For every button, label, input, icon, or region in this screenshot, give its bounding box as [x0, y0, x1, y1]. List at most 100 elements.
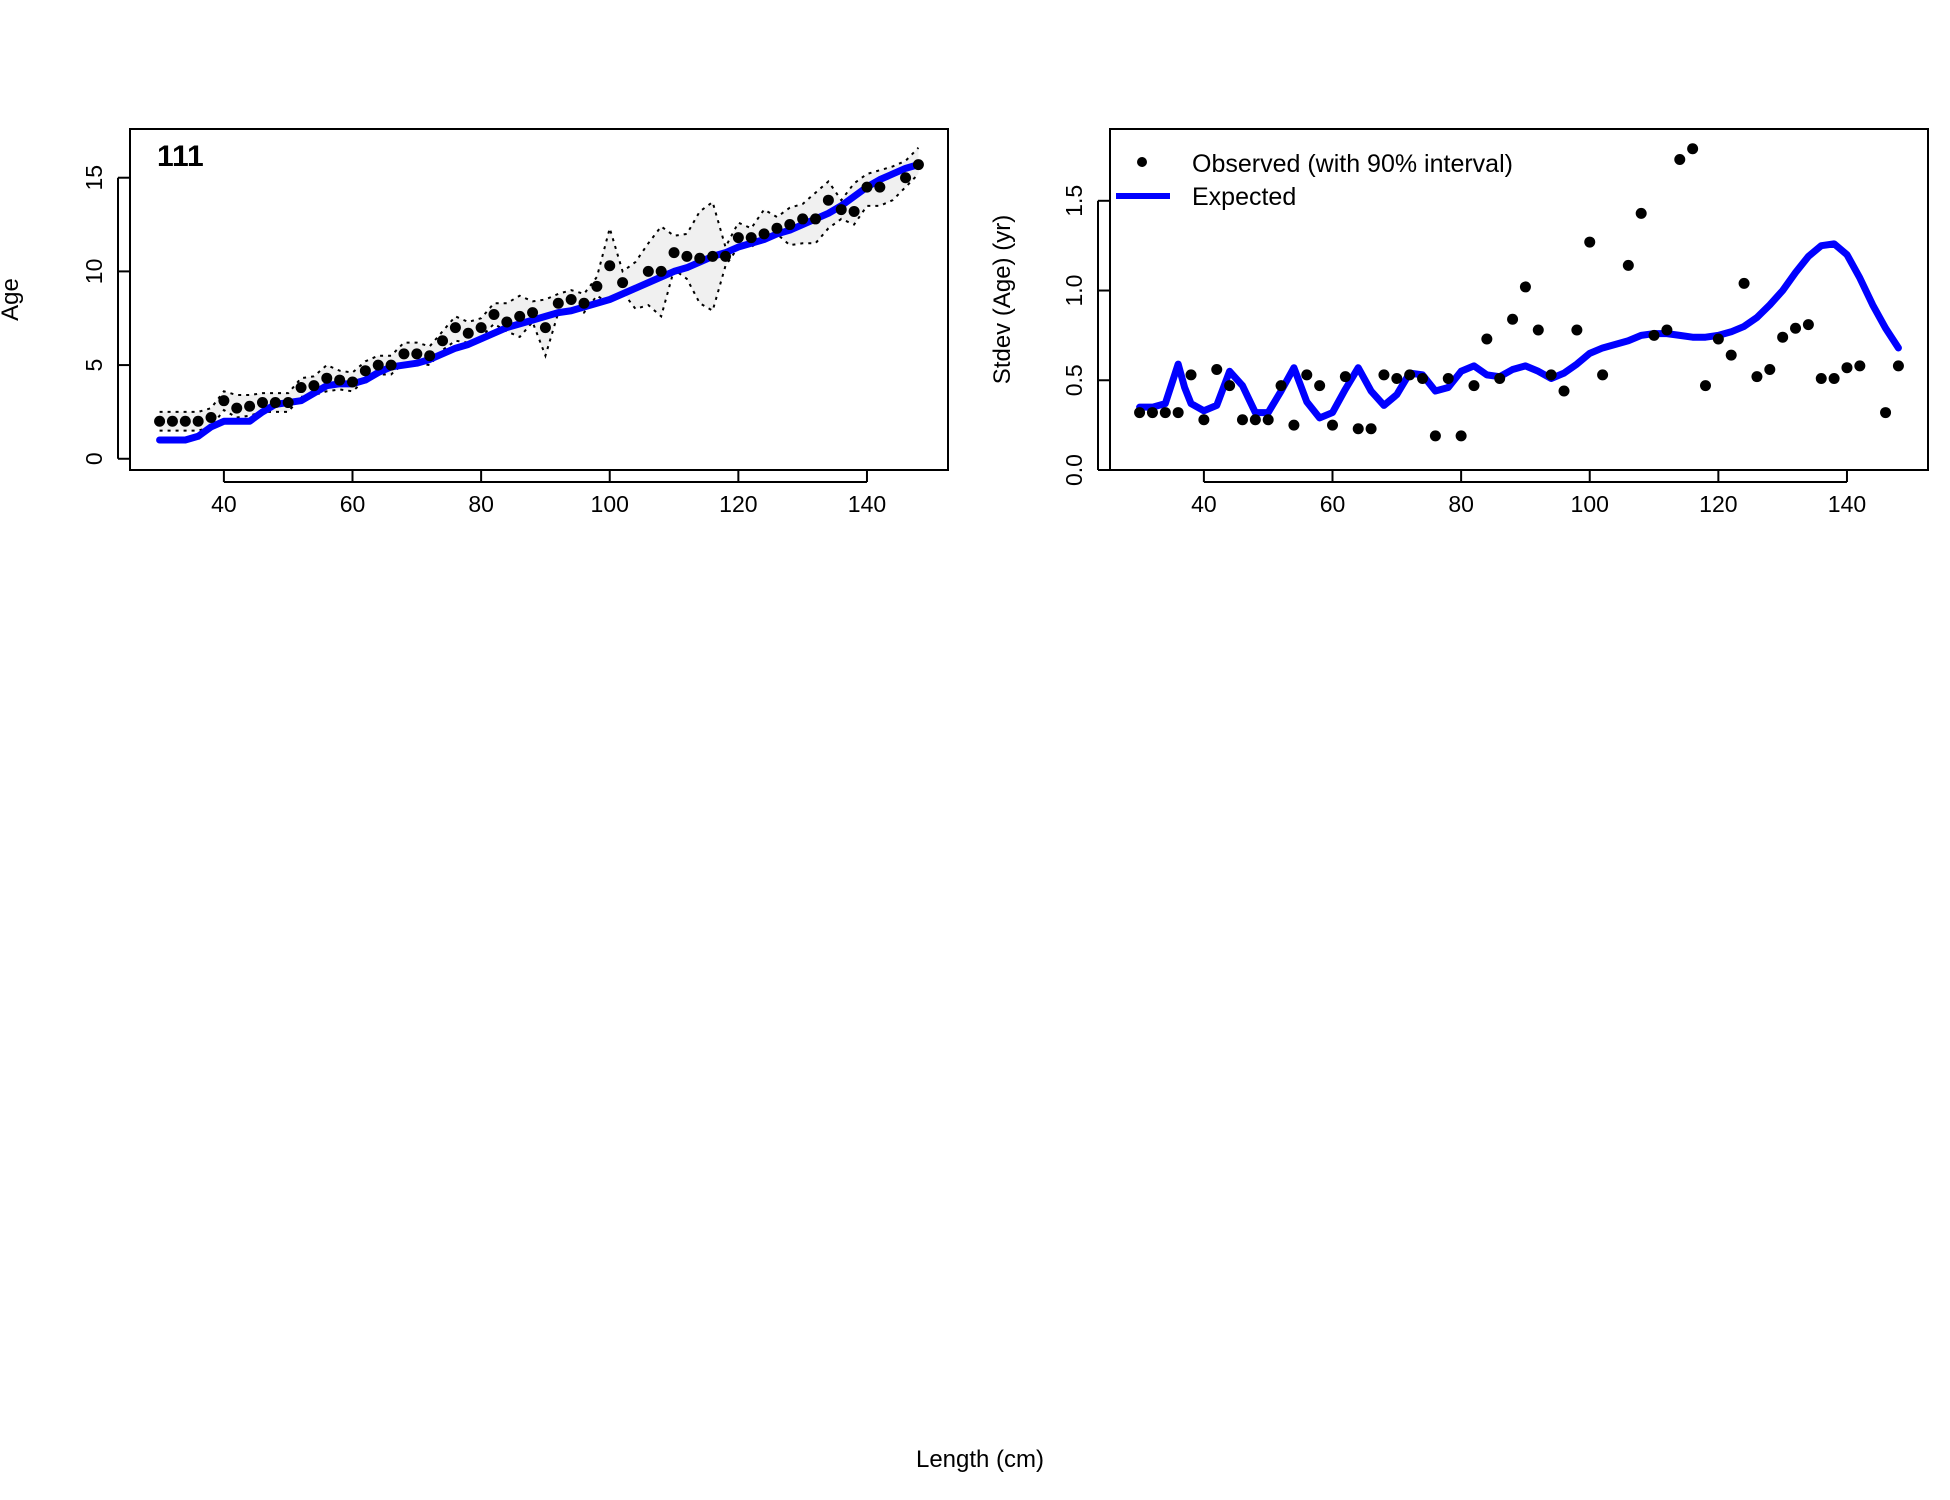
- observed-point: [1687, 143, 1699, 155]
- observed-point: [462, 327, 474, 339]
- observed-point: [1532, 324, 1544, 336]
- age-plot-frame: [129, 128, 949, 471]
- interval-band-fill: [159, 147, 919, 431]
- observed-point: [771, 222, 783, 234]
- observed-point: [1738, 277, 1750, 289]
- observed-point: [1198, 414, 1210, 426]
- observed-point: [1455, 430, 1467, 442]
- x-tick-label: 40: [1191, 491, 1217, 517]
- observed-point: [347, 376, 359, 388]
- y-tick-label: 10: [81, 259, 107, 285]
- observed-point: [1134, 407, 1146, 419]
- observed-point: [321, 372, 333, 384]
- observed-point: [1327, 419, 1339, 431]
- observed-point: [334, 374, 346, 386]
- observed-point: [745, 232, 757, 244]
- observed-point: [449, 322, 461, 334]
- x-tick-label: 120: [1699, 491, 1737, 517]
- observed-point: [912, 159, 924, 171]
- interval-upper-line: [159, 147, 920, 413]
- observed-point: [1854, 360, 1866, 372]
- observed-point: [1764, 363, 1776, 375]
- observed-point: [256, 397, 268, 409]
- observed-point: [1699, 380, 1711, 392]
- observed-point: [1391, 372, 1403, 384]
- observed-point: [874, 181, 886, 193]
- observed-point: [1172, 407, 1184, 419]
- observed-point: [1661, 324, 1673, 336]
- interval-lower-line: [159, 173, 920, 432]
- observed-point: [501, 316, 513, 328]
- x-tick-label: 60: [1320, 491, 1346, 517]
- observed-point: [1635, 207, 1647, 219]
- observed-point: [1725, 349, 1737, 361]
- observed-point: [1674, 154, 1686, 166]
- legend-observed-marker: [1137, 157, 1147, 167]
- observed-point: [591, 280, 603, 292]
- y-tick-label: 5: [81, 359, 107, 372]
- observed-point: [514, 310, 526, 322]
- observed-point: [642, 265, 654, 277]
- observed-point: [1378, 369, 1390, 381]
- observed-point: [385, 359, 397, 371]
- observed-point: [269, 397, 281, 409]
- legend-expected-label: Expected: [1192, 183, 1296, 211]
- observed-point: [1442, 372, 1454, 384]
- y-tick-label: 15: [81, 165, 107, 191]
- observed-point: [707, 250, 719, 262]
- observed-point: [154, 415, 166, 427]
- observed-point: [437, 335, 449, 347]
- observed-point: [719, 250, 731, 262]
- x-tick-label: 140: [1828, 491, 1866, 517]
- observed-point: [565, 294, 577, 305]
- observed-point: [1841, 362, 1853, 374]
- observed-point: [1211, 363, 1223, 375]
- interval-band: [159, 147, 920, 432]
- observed-point: [1571, 324, 1583, 336]
- observed-point: [192, 415, 204, 427]
- observed-point: [1352, 423, 1364, 435]
- observed-point: [1224, 380, 1236, 392]
- observed-point: [694, 252, 706, 264]
- observed-point: [1314, 380, 1326, 392]
- observed-point: [848, 205, 860, 217]
- observed-point: [166, 415, 178, 427]
- observed-point: [861, 181, 873, 193]
- stdev-axes: 40 60 80 100 120 140 0.0 0.5 1.0 1.5: [1061, 185, 1866, 517]
- observed-point: [1622, 259, 1634, 271]
- observed-point: [1417, 372, 1429, 384]
- x-tick-label: 140: [848, 491, 886, 517]
- observed-point: [1159, 407, 1171, 419]
- x-tick-label: 80: [1448, 491, 1474, 517]
- observed-point: [244, 400, 256, 412]
- observed-point: [1236, 414, 1248, 426]
- observed-point: [1751, 371, 1763, 383]
- observed-point: [900, 172, 912, 184]
- observed-point: [784, 219, 796, 231]
- x-tick-label: 100: [591, 491, 629, 517]
- observed-point: [359, 365, 371, 377]
- age-axis-label: Age: [0, 278, 24, 321]
- x-tick-label: 60: [340, 491, 366, 517]
- observed-point: [1558, 385, 1570, 397]
- observed-point: [1815, 372, 1827, 384]
- y-tick-label: 0: [81, 452, 107, 465]
- observed-point: [810, 213, 822, 225]
- stdev-plot-frame: [1109, 128, 1929, 471]
- observed-point: [1494, 372, 1506, 384]
- observed-point: [1339, 371, 1351, 383]
- observed-point: [205, 412, 217, 424]
- age-marks: [154, 159, 924, 444]
- observed-point: [1507, 313, 1519, 325]
- x-tick-label: 100: [1571, 491, 1609, 517]
- observed-point: [1892, 360, 1904, 372]
- observed-point: [527, 307, 539, 319]
- observed-point: [488, 308, 500, 320]
- x-tick-label: 40: [211, 491, 237, 517]
- observed-point: [1481, 333, 1493, 345]
- observed-point: [1301, 369, 1313, 381]
- observed-point: [411, 348, 423, 360]
- observed-point: [1828, 372, 1840, 384]
- legend-observed-label: Observed (with 90% interval): [1192, 150, 1513, 178]
